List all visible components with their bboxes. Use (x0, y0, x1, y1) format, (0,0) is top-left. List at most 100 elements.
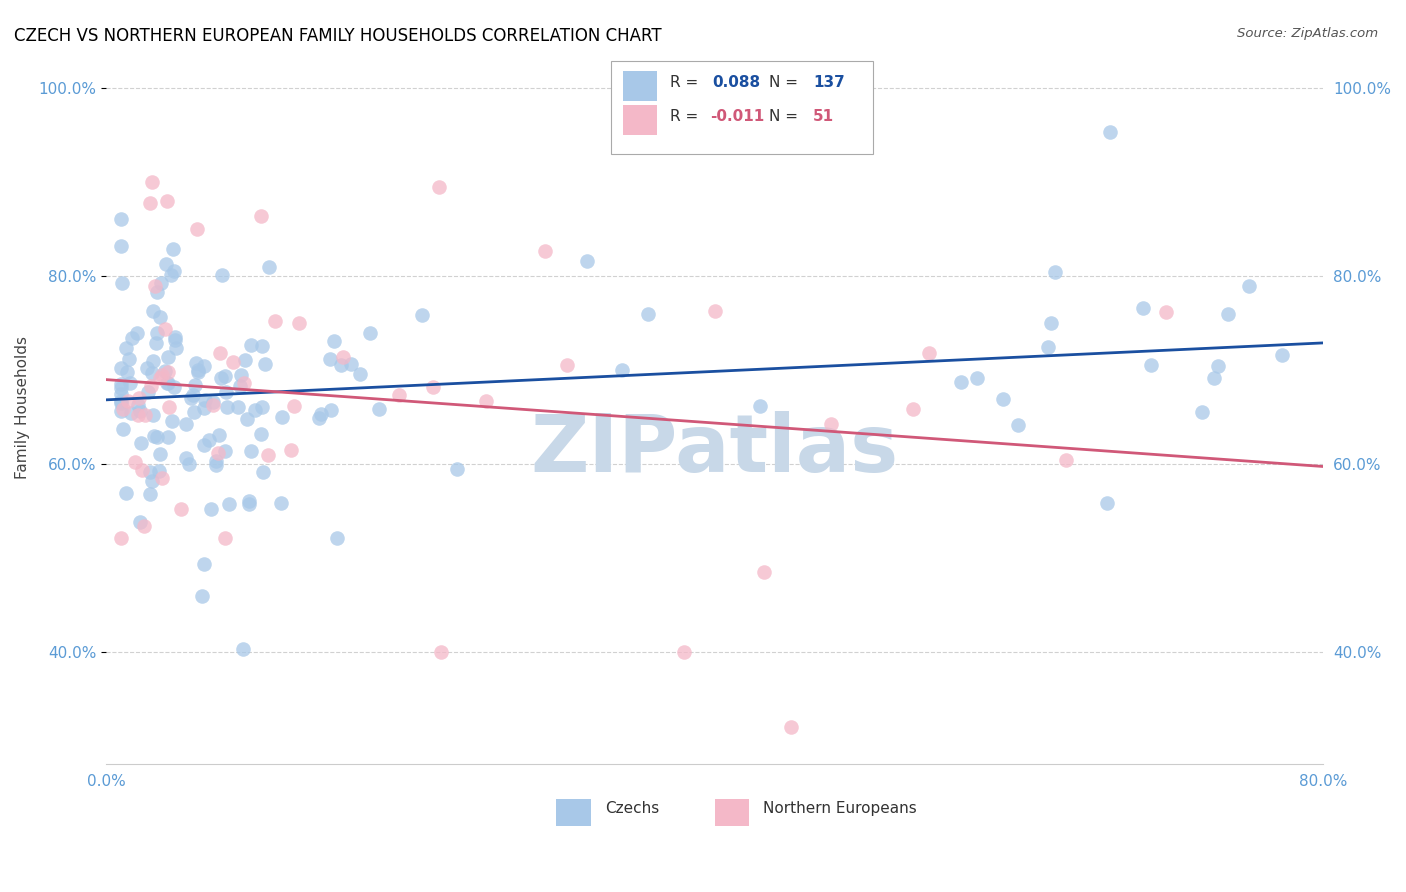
Point (187, 362, 209, 376)
Text: Northern Europeans: Northern Europeans (763, 801, 917, 816)
Point (1007, 418, 1029, 433)
Point (427, 179, 450, 194)
Point (430, 645, 453, 659)
Point (1206, 359, 1229, 373)
Point (141, 175, 163, 189)
Point (110, 394, 132, 409)
Point (287, 316, 309, 330)
Point (229, 368, 252, 383)
Point (141, 367, 163, 381)
Point (127, 409, 149, 423)
Point (319, 403, 342, 417)
Point (257, 260, 280, 274)
Point (202, 395, 225, 409)
Point (170, 502, 193, 516)
Point (637, 307, 659, 321)
Point (673, 645, 696, 659)
Point (187, 365, 209, 379)
Point (211, 268, 233, 282)
Point (131, 463, 153, 477)
Point (1054, 453, 1077, 467)
Point (340, 357, 363, 371)
Point (193, 401, 215, 415)
Point (141, 474, 163, 488)
Point (146, 430, 169, 444)
Point (110, 396, 132, 410)
Text: Source: ZipAtlas.com: Source: ZipAtlas.com (1237, 27, 1378, 40)
Point (110, 404, 132, 418)
Point (139, 486, 162, 500)
Point (475, 394, 498, 409)
Y-axis label: Family Households: Family Households (15, 336, 30, 479)
Point (270, 496, 292, 510)
Point (1216, 308, 1239, 322)
Point (110, 361, 132, 376)
Point (155, 257, 177, 271)
Point (184, 356, 207, 370)
Point (110, 381, 132, 395)
Point (149, 310, 172, 324)
Point (129, 404, 152, 418)
Point (1271, 348, 1294, 362)
Point (207, 428, 229, 442)
Point (283, 399, 305, 413)
Point (610, 363, 633, 377)
Point (117, 394, 139, 409)
Point (148, 464, 170, 478)
Text: 0.088: 0.088 (713, 75, 761, 90)
Point (156, 350, 179, 364)
Point (232, 376, 254, 390)
Point (752, 566, 775, 580)
Point (221, 354, 243, 368)
Point (1202, 371, 1225, 385)
Point (153, 322, 176, 336)
Point (367, 402, 389, 417)
Point (218, 497, 240, 511)
Point (180, 392, 202, 406)
Point (162, 264, 184, 278)
Point (156, 430, 179, 444)
Text: CZECH VS NORTHERN EUROPEAN FAMILY HOUSEHOLDS CORRELATION CHART: CZECH VS NORTHERN EUROPEAN FAMILY HOUSEH… (14, 27, 662, 45)
Point (325, 532, 347, 546)
Point (111, 276, 134, 290)
Point (411, 308, 433, 322)
Point (118, 376, 141, 390)
Point (132, 518, 155, 533)
Point (1043, 265, 1066, 279)
Point (127, 326, 149, 340)
Point (128, 515, 150, 529)
Point (214, 531, 236, 545)
Point (319, 352, 342, 367)
Point (110, 531, 132, 545)
Point (115, 365, 138, 379)
Text: ZIPatlas: ZIPatlas (530, 411, 898, 490)
Point (233, 352, 256, 367)
Point (238, 497, 260, 511)
Point (194, 392, 217, 407)
Point (160, 414, 183, 428)
Point (243, 403, 266, 417)
Point (779, 720, 801, 734)
Bar (623, 71, 658, 102)
Point (1040, 316, 1063, 330)
Point (124, 455, 146, 469)
Text: R =: R = (669, 109, 703, 124)
Point (121, 331, 143, 345)
Bar (714, 798, 749, 826)
Point (1191, 405, 1213, 419)
Point (249, 209, 271, 223)
Point (160, 268, 183, 283)
Point (238, 493, 260, 508)
Point (156, 376, 179, 391)
Point (112, 422, 135, 436)
Point (128, 391, 150, 405)
Point (1036, 340, 1059, 354)
Point (253, 357, 276, 371)
Point (205, 458, 228, 472)
Point (142, 429, 165, 443)
Point (257, 448, 280, 462)
Point (214, 443, 236, 458)
Point (165, 329, 187, 343)
Point (422, 380, 444, 394)
Point (918, 346, 941, 360)
